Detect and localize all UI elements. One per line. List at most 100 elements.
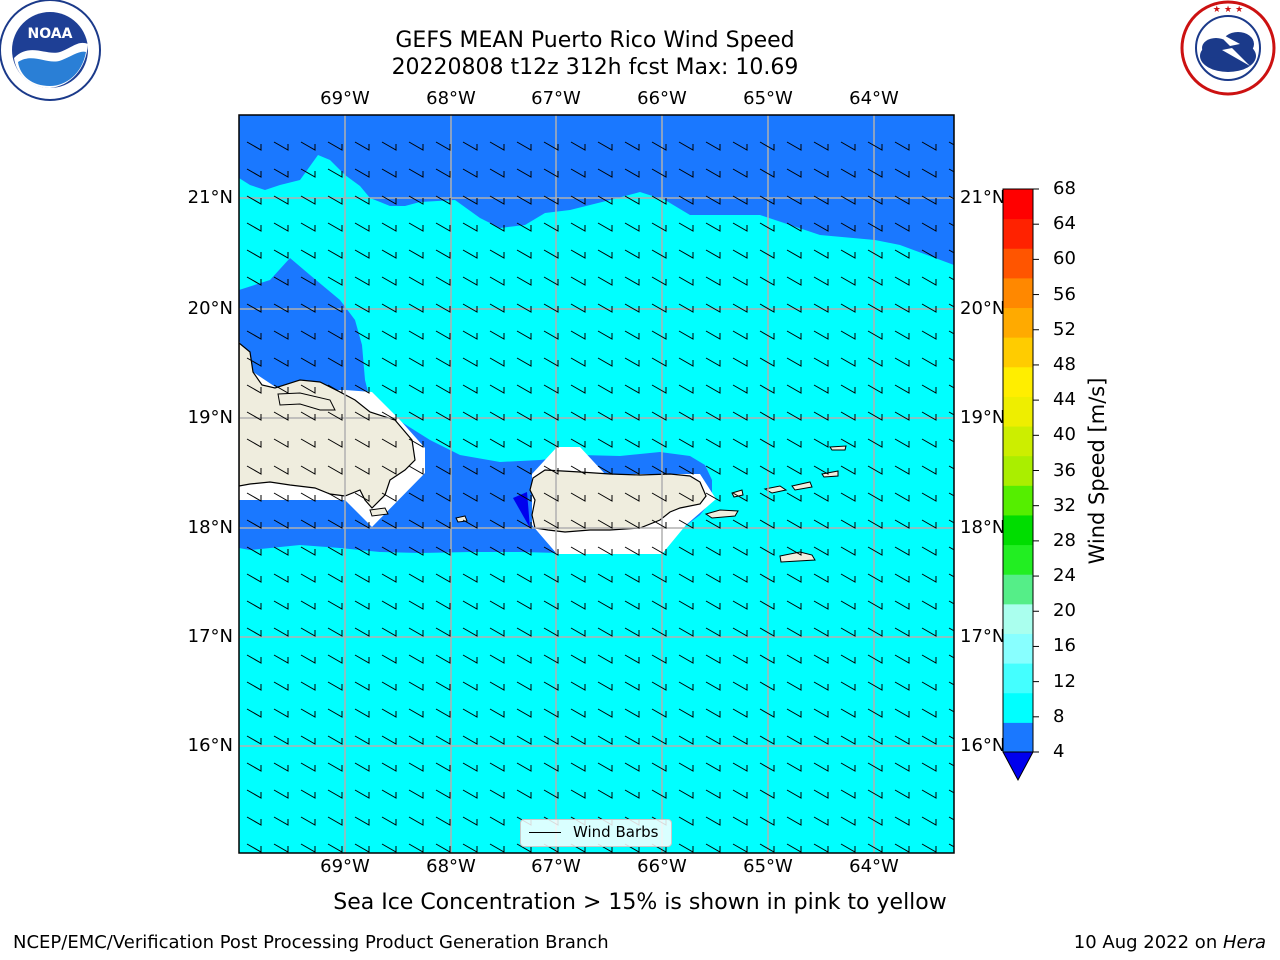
wind-barb [705,438,721,448]
wind-barb [273,654,289,664]
colorbar-tick-label: 48 [1053,353,1076,375]
wind-barb [543,627,559,637]
wind-barb [381,438,397,448]
wind-barb [327,735,343,745]
wind-barb [840,492,856,502]
wind-barb [624,195,640,205]
wind-barb [435,330,451,340]
wind-barb [651,330,667,340]
wind-barb [867,141,883,151]
colorbar-tick-label: 68 [1053,178,1076,199]
wind-barb [516,627,532,637]
wind-barb [921,411,937,421]
wind-barb [543,735,559,745]
wind-barb [921,816,937,826]
wind-barb [489,384,505,394]
wind-barb [462,762,478,772]
wind-barb [705,546,721,556]
wind-barb [813,141,829,151]
wind-barb [381,546,397,556]
wind-barb [786,141,802,151]
wind-barb [381,735,397,745]
wind-barb [840,627,856,637]
wind-barb [354,627,370,637]
wind-barb [516,141,532,151]
wind-barb [705,708,721,718]
wind-barb [408,411,424,421]
wind-barb [786,816,802,826]
wind-barb [516,438,532,448]
wind-barb [435,357,451,367]
wind-barb [840,681,856,691]
wind-barb [273,438,289,448]
footer-right: 10 Aug 2022 on Hera [1074,932,1266,954]
wind-barb [759,573,775,583]
wind-barb [489,816,505,826]
wind-barb [570,303,586,313]
wind-barb [894,735,910,745]
wind-barb [759,303,775,313]
wind-barb [786,168,802,178]
wind-barb [786,546,802,556]
wind-barb [327,762,343,772]
wind-barb [624,330,640,340]
map-title-line1: GEFS MEAN Puerto Rico Wind Speed [395,28,795,53]
wind-barb [300,357,316,367]
wind-barb [381,249,397,259]
wind-barb [354,276,370,286]
wind-barb [462,303,478,313]
wind-barb [570,357,586,367]
wind-barb [759,789,775,799]
wind-barb [570,276,586,286]
wind-barb [732,573,748,583]
wind-barb [732,384,748,394]
wind-barb [597,249,613,259]
wind-barb [651,411,667,421]
wind-barb [543,465,559,475]
colorbar-segment [1003,692,1033,723]
wind-barb [759,330,775,340]
svg-text:★ ★ ★: ★ ★ ★ [1213,5,1243,15]
wind-barb [894,843,910,853]
wind-barb [786,195,802,205]
wind-barb [651,681,667,691]
wind-barb [624,141,640,151]
wind-barb [300,249,316,259]
wind-barb [462,735,478,745]
wind-barb [894,654,910,664]
wind-barb [489,519,505,529]
wind-barb [813,573,829,583]
wind-barb [408,249,424,259]
wind-barb [894,249,910,259]
wind-barb [867,357,883,367]
wind-barb [273,222,289,232]
wind-barb [408,546,424,556]
wind-barb [300,762,316,772]
wind-barb [786,411,802,421]
latitude-label: 19°N [960,407,1006,428]
wind-barb [678,735,694,745]
wind-barb [894,708,910,718]
wind-barb [435,573,451,583]
wind-barb [678,276,694,286]
wind-barb [435,411,451,421]
wind-barb [327,843,343,853]
wind-barb [759,222,775,232]
wind-barb [597,681,613,691]
wind-barb [354,303,370,313]
wind-barb [381,330,397,340]
wind-barb [759,492,775,502]
wind-barb [435,492,451,502]
wind-barb [246,168,262,178]
wind-barb [786,762,802,772]
wind-barb [570,708,586,718]
colorbar-segment [1003,663,1033,694]
wind-barb [327,330,343,340]
wind-barb [705,276,721,286]
wind-barb [273,573,289,583]
wind-barb [597,303,613,313]
wind-barb [813,465,829,475]
wind-barb [273,276,289,286]
wind-barb [273,303,289,313]
wind-barb [597,546,613,556]
